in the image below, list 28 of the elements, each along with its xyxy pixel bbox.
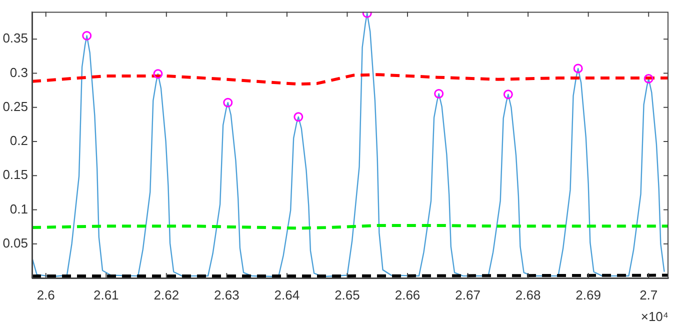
y-tick-label: 0.35 <box>2 30 28 46</box>
point <box>294 112 304 122</box>
x-tick-label: 2.68 <box>515 287 541 302</box>
x-tick-label: 2.66 <box>394 287 420 302</box>
point <box>223 98 233 108</box>
y-tick-label: 0.25 <box>2 98 28 114</box>
point <box>503 90 513 100</box>
point <box>573 64 583 74</box>
x-tick-label: 2.64 <box>274 287 300 302</box>
y-tick-label: 0.2 <box>10 133 28 148</box>
y-tick-label: 0.3 <box>10 64 28 80</box>
point <box>644 74 654 84</box>
y-tick-label: 0.05 <box>2 235 28 250</box>
x-tick-label: 2.61 <box>93 287 119 302</box>
point <box>153 69 163 79</box>
x-tick-label: 2.6 <box>36 287 55 302</box>
x-tick-label: 2.7 <box>640 287 658 302</box>
point <box>434 88 444 98</box>
x-tick-label: 2.65 <box>334 287 360 302</box>
y-tick-label: 0.1 <box>10 201 28 216</box>
point <box>82 30 92 40</box>
x-tick-label: 2.62 <box>154 287 180 302</box>
x-tick-label: 2.69 <box>576 287 601 302</box>
y-tick-label: 0.15 <box>2 167 28 182</box>
x-tick-label: 2.63 <box>214 287 240 302</box>
line-series <box>32 73 668 86</box>
text: ×10⁴ <box>640 309 668 324</box>
x-tick-label: 2.67 <box>455 287 480 302</box>
